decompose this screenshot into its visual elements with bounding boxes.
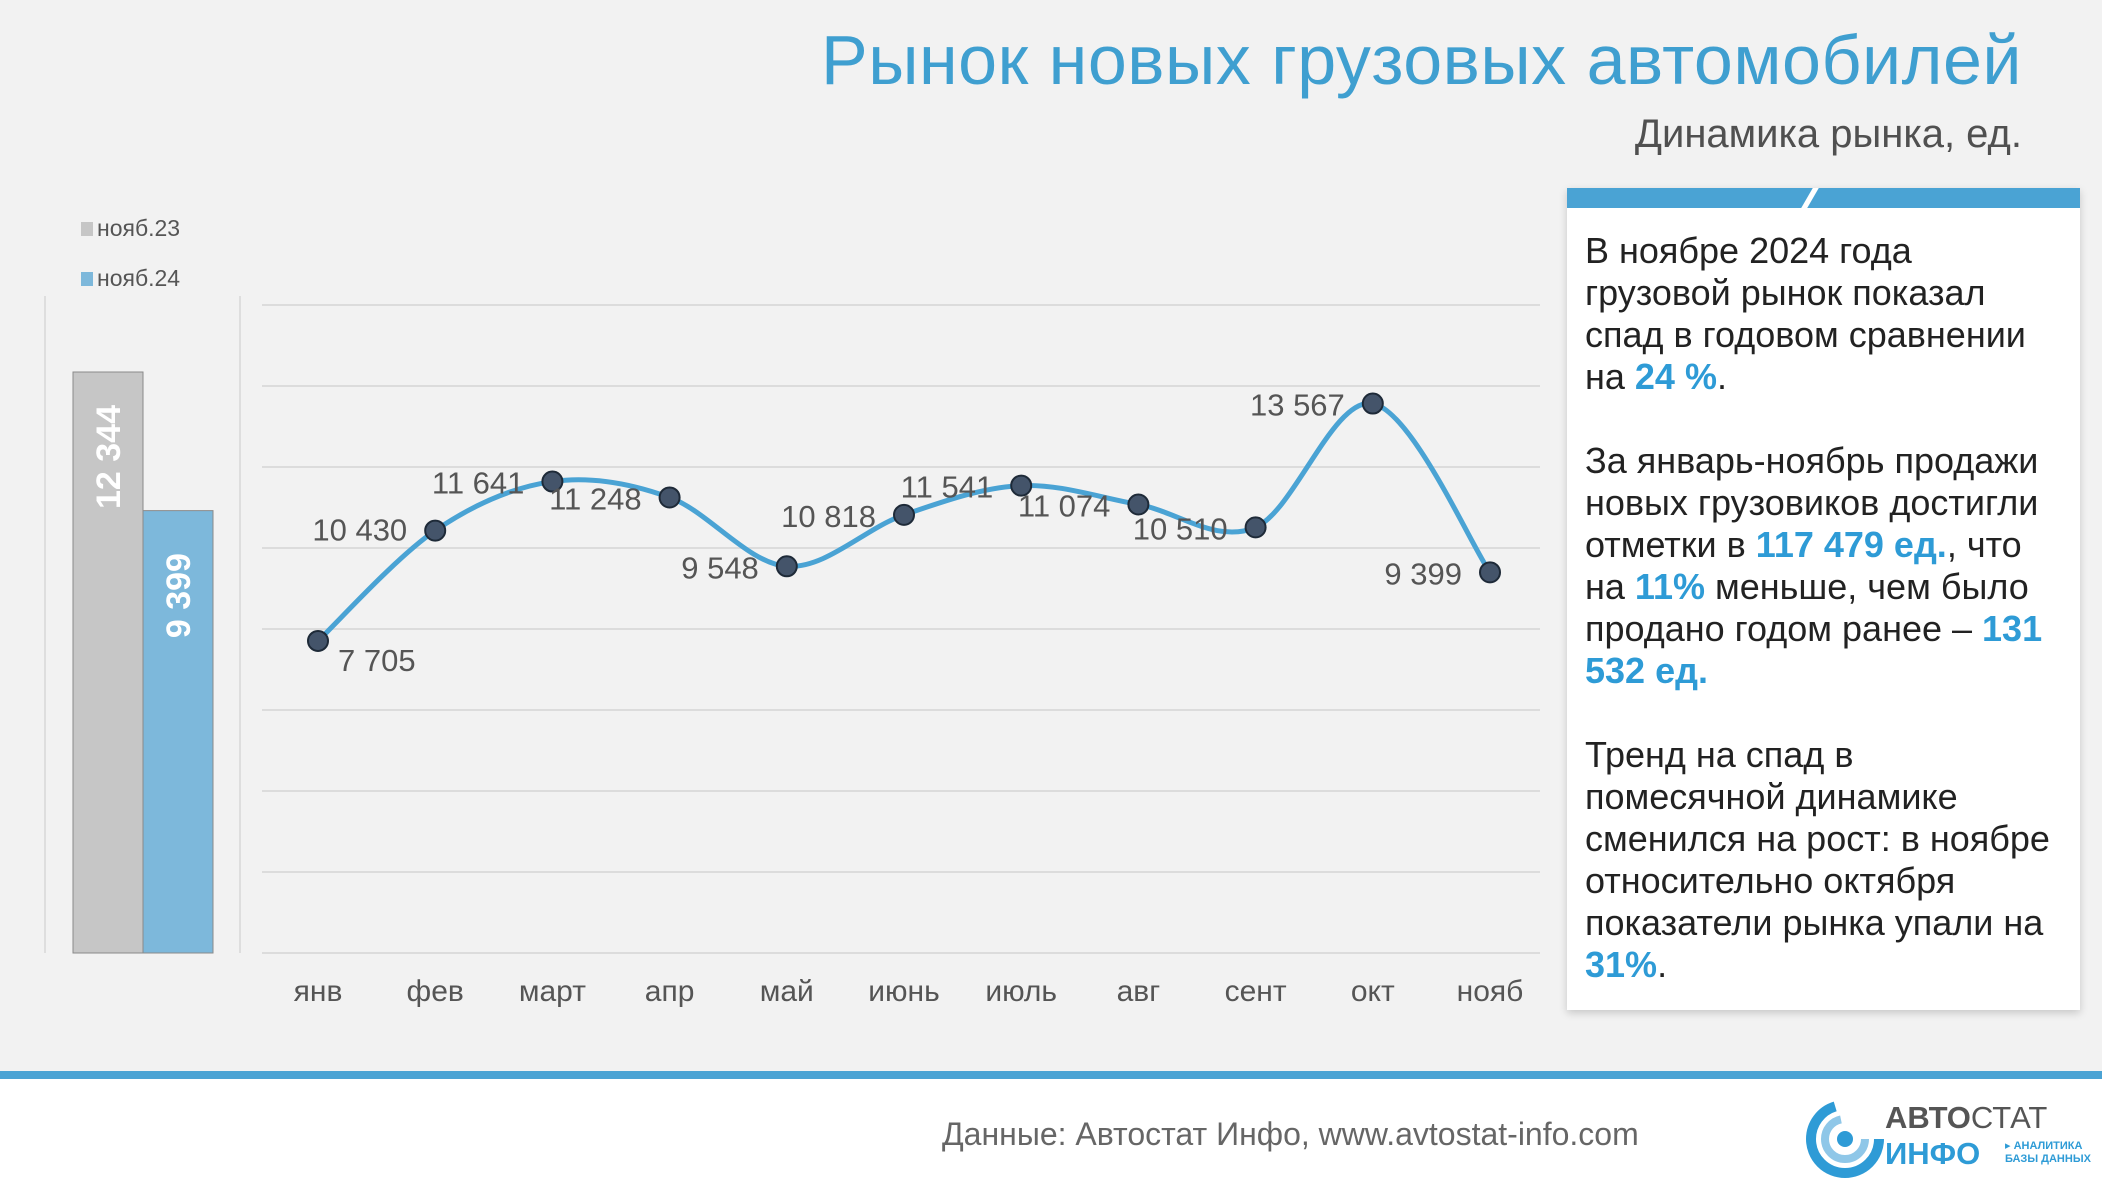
x-tick-label: янв bbox=[294, 975, 343, 1008]
data-label: 9 399 bbox=[1384, 556, 1462, 591]
bar-nov24 bbox=[142, 510, 214, 954]
x-tick-label: окт bbox=[1351, 975, 1395, 1008]
data-point bbox=[1479, 561, 1501, 584]
data-label: 9 548 bbox=[681, 550, 759, 585]
x-tick-label: июль bbox=[985, 975, 1057, 1008]
data-label: 7 705 bbox=[338, 643, 416, 678]
data-point bbox=[307, 629, 329, 652]
data-label: 11 541 bbox=[901, 470, 994, 505]
logo-tagline: ▸ АНАЛИТИКА БАЗЫ ДАННЫХ bbox=[2005, 1140, 2091, 1165]
x-tick-label: нояб bbox=[1457, 975, 1524, 1008]
chart-area: 12 344 нояб.23 9 399 нояб.24 7 705 янв 10 430 ф… bbox=[44, 215, 1540, 1008]
panel-header-bar bbox=[1567, 188, 2080, 208]
data-point bbox=[541, 470, 564, 493]
summary-paragraph-3: Тренд на спад в помесячной динамике смен… bbox=[1585, 734, 2050, 985]
page-title: Рынок новых грузовых автомобилей bbox=[821, 21, 2022, 99]
data-label: 11 641 bbox=[432, 466, 525, 501]
data-point bbox=[1127, 493, 1150, 516]
data-point bbox=[775, 555, 798, 578]
data-source: Данные: Автостат Инфо, www.avtostat-info… bbox=[942, 1116, 1639, 1152]
x-tick-label: авг bbox=[1117, 975, 1161, 1008]
data-point bbox=[893, 503, 915, 526]
data-label: 13 567 bbox=[1250, 388, 1345, 423]
logo-wordmark: АВТОСТАТ ИНФО bbox=[1885, 1100, 2048, 1171]
bar-value-label: 12 344 bbox=[90, 405, 128, 509]
legend-swatch bbox=[81, 222, 93, 236]
data-point bbox=[658, 486, 681, 509]
panel-notch bbox=[1801, 188, 1819, 208]
summary-panel: В ноябре 2024 года грузовой рынок показа… bbox=[1567, 188, 2080, 1010]
data-point bbox=[1361, 392, 1384, 415]
summary-paragraph-2: За январь-ноябрь продажи новых грузовико… bbox=[1585, 440, 2043, 691]
data-label: 10 818 bbox=[781, 499, 876, 534]
x-tick-label: май bbox=[760, 975, 814, 1008]
bar-nov23 bbox=[72, 371, 144, 954]
x-tick-label: июнь bbox=[868, 975, 939, 1008]
data-label: 10 430 bbox=[312, 513, 407, 548]
bar-value-label: 9 399 bbox=[160, 553, 198, 638]
legend-swatch bbox=[81, 272, 93, 286]
data-point bbox=[1244, 516, 1267, 539]
x-tick-label: сент bbox=[1225, 975, 1287, 1008]
data-label: 10 510 bbox=[1133, 511, 1228, 546]
avtostat-logo: АВТОСТАТ ИНФО ▸ АНАЛИТИКА БАЗЫ ДАННЫХ bbox=[1805, 1096, 2095, 1182]
data-label: 11 248 bbox=[549, 481, 642, 516]
footer bbox=[0, 1079, 2102, 1188]
summary-paragraph-1: В ноябре 2024 года грузовой рынок показа… bbox=[1585, 230, 2026, 397]
chart-subtitle: Динамика рынка, ед. bbox=[1634, 112, 2022, 156]
footer-divider bbox=[0, 1071, 2102, 1079]
x-tick-label: апр bbox=[645, 975, 695, 1008]
legend-label: нояб.24 bbox=[97, 265, 180, 291]
x-tick-label: март bbox=[519, 975, 586, 1008]
x-tick-label: фев bbox=[407, 975, 464, 1008]
legend-label: нояб.23 bbox=[97, 215, 180, 241]
data-point bbox=[424, 519, 447, 542]
data-point bbox=[1010, 474, 1033, 497]
data-label: 11 074 bbox=[1018, 489, 1111, 524]
logo-mark-icon bbox=[1806, 1100, 1884, 1178]
